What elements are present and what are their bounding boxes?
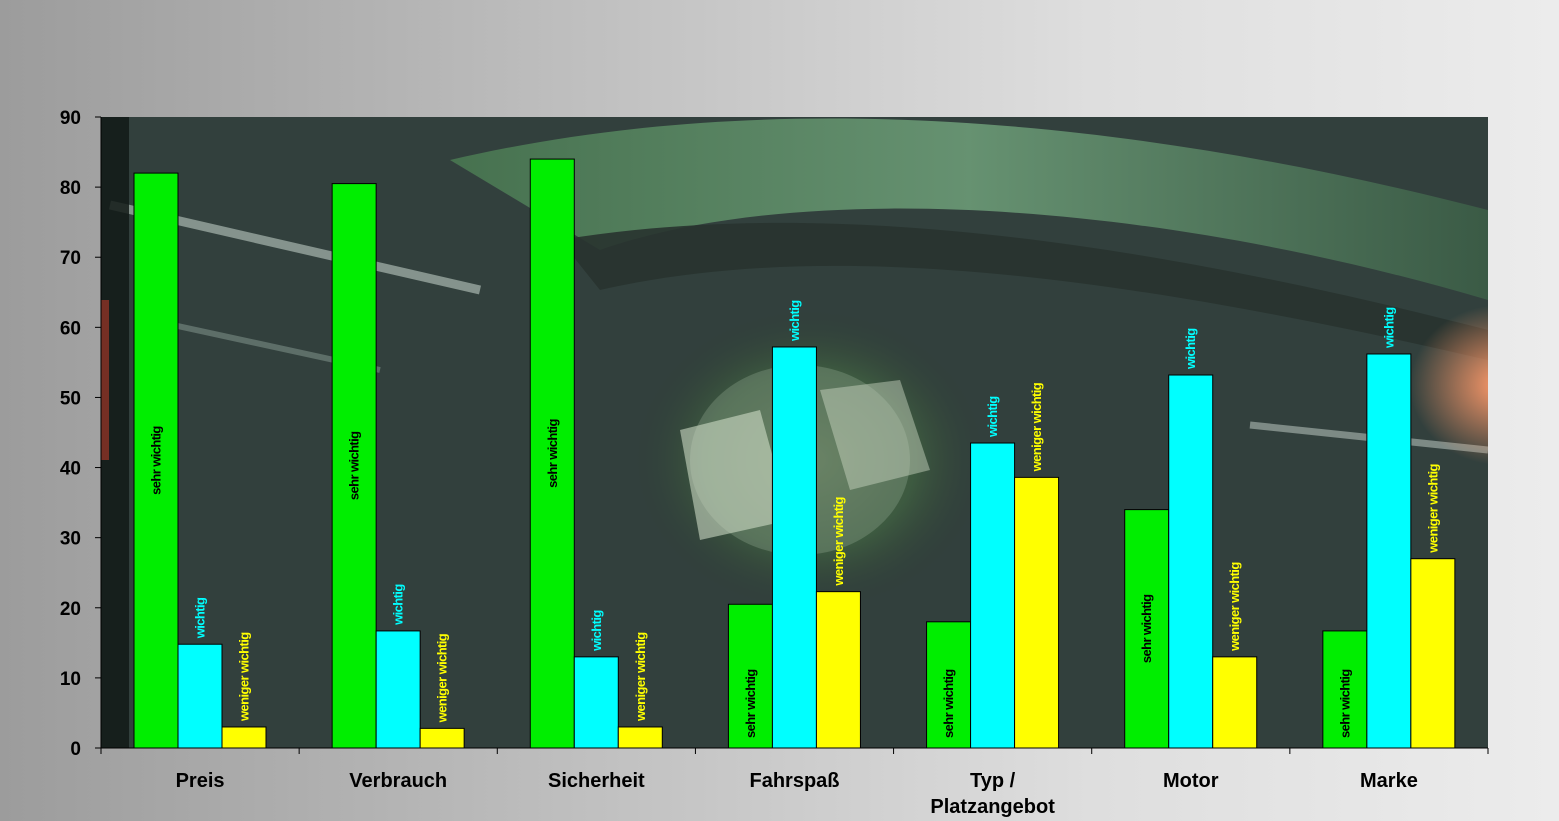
y-tick-label: 90: [60, 108, 81, 129]
bar: [970, 442, 1016, 749]
bar: [1124, 509, 1170, 749]
bars-layer: [133, 158, 1456, 749]
y-tick-label: 10: [60, 669, 81, 690]
bar-label: wichtig: [391, 584, 406, 626]
bar: [1014, 476, 1060, 749]
y-tick-label: 20: [60, 599, 81, 620]
bar-label: sehr wichtig: [1139, 594, 1154, 663]
bar: [1366, 353, 1412, 749]
bar: [727, 603, 773, 749]
axes: 0 10 20 30 40 50 60 70 80 90 Preis Verbrauch Sicher…: [60, 108, 1489, 818]
bar: [177, 643, 223, 749]
y-tick-label: 50: [60, 388, 81, 409]
category-label: Fahrspaß: [749, 770, 839, 792]
category-label: Motor: [1163, 770, 1219, 792]
bar-labels-layer: sehr wichtig sehr wichtig sehr wichtig sehr…: [149, 300, 1441, 738]
bar-label: sehr wichtig: [1337, 669, 1352, 738]
y-tick-label: 0: [70, 739, 81, 760]
bar-label: wichtig: [985, 396, 1000, 438]
bar-label: wichtig: [787, 300, 802, 342]
bar: [1322, 630, 1368, 749]
y-tick-label: 60: [60, 318, 81, 339]
bar-label: weniger wichtig: [633, 632, 648, 722]
bar: [529, 158, 575, 749]
bar: [221, 726, 267, 749]
bar-label: weniger wichtig: [237, 632, 252, 722]
bar-label: sehr wichtig: [743, 669, 758, 738]
bar-label: weniger wichtig: [435, 633, 450, 723]
bar-label: weniger wichtig: [1029, 382, 1044, 472]
y-tick-label: 70: [60, 248, 81, 269]
bar-label: sehr wichtig: [347, 431, 362, 500]
category-label: Sicherheit: [548, 770, 645, 792]
y-ticks: 0 10 20 30 40 50 60 70 80 90: [60, 108, 101, 760]
bar-label: wichtig: [193, 597, 208, 639]
bar-label: wichtig: [1381, 307, 1396, 349]
bar: [419, 727, 465, 749]
bar: [815, 591, 861, 749]
y-tick-label: 30: [60, 529, 81, 550]
x-ticks: [100, 748, 1489, 754]
y-tick-label: 40: [60, 459, 81, 480]
y-tick-label: 80: [60, 178, 81, 199]
bar-label: wichtig: [589, 610, 604, 652]
bar: [1212, 656, 1258, 749]
bar-label: sehr wichtig: [149, 426, 164, 495]
category-label: Marke: [1360, 770, 1418, 792]
bar: [573, 656, 619, 749]
bar-label: wichtig: [1183, 328, 1198, 370]
bar: [1168, 374, 1214, 749]
bar-label: weniger wichtig: [1227, 562, 1242, 652]
bar: [617, 726, 663, 749]
bar-label: weniger wichtig: [1425, 464, 1440, 554]
bar: [1410, 558, 1456, 749]
bar-label: sehr wichtig: [545, 419, 560, 488]
category-label: Verbrauch: [349, 770, 447, 792]
bar-label: weniger wichtig: [831, 496, 846, 586]
bar: [771, 346, 817, 749]
category-labels: Preis Verbrauch Sicherheit Fahrspaß Typ / Pla…: [176, 770, 1418, 818]
bar: [375, 630, 421, 749]
category-label: Preis: [176, 770, 225, 792]
bar-label: sehr wichtig: [941, 669, 956, 738]
bar: [926, 621, 972, 749]
category-label: Typ / Platzangebot: [930, 770, 1055, 818]
